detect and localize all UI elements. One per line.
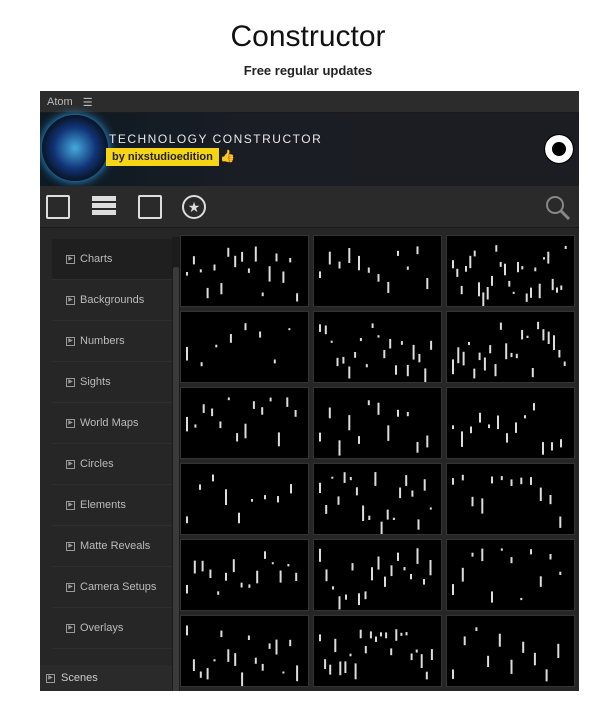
preset-thumbnail[interactable]	[313, 463, 442, 536]
preset-preview	[452, 474, 562, 528]
preset-preview	[319, 629, 433, 680]
sidebar-item-charts[interactable]: ▶ Charts	[52, 239, 172, 280]
preset-preview	[186, 474, 292, 524]
preset-preview	[452, 321, 566, 379]
preset-thumbnail[interactable]	[313, 539, 442, 611]
preset-grid	[180, 235, 575, 687]
atom-panel: Atom ☰ TECHNOLOGY CONSTRUCTOR by nixstud…	[40, 91, 579, 691]
sidebar-item-label: Matte Reveals	[80, 540, 151, 552]
preset-thumbnail[interactable]	[313, 387, 442, 459]
atom-logo-icon	[42, 115, 108, 181]
list-icon[interactable]	[92, 195, 116, 219]
preset-thumbnail[interactable]	[446, 235, 575, 308]
preset-thumbnail[interactable]	[446, 387, 575, 459]
preset-thumbnail[interactable]	[180, 235, 309, 307]
preset-thumbnail[interactable]	[180, 463, 309, 535]
sidebar-item-backgrounds[interactable]: ▶ Backgrounds	[52, 280, 172, 321]
sidebar-item-overlays[interactable]: ▶ Overlays	[52, 608, 172, 649]
preset-preview	[319, 400, 429, 456]
preset-thumbnail[interactable]	[313, 235, 442, 307]
play-square-icon: ▶	[66, 623, 75, 633]
preset-preview	[452, 403, 562, 455]
scenes-label: Scenes	[61, 672, 98, 684]
author-badge[interactable]: by nixstudioedition	[106, 148, 219, 166]
preset-preview	[319, 323, 433, 383]
play-square-icon: ▶	[66, 377, 75, 387]
preset-thumbnail[interactable]	[180, 387, 309, 459]
preset-thumbnail[interactable]	[180, 539, 309, 611]
preset-preview	[452, 627, 560, 682]
preset-thumbnail[interactable]	[446, 615, 575, 687]
preset-preview	[186, 397, 297, 447]
page-title: Constructor	[230, 20, 386, 53]
sidebar-item-matte-reveals[interactable]: ▶ Matte Reveals	[52, 526, 172, 567]
sidebar-item-elements[interactable]: ▶ Elements	[52, 485, 172, 526]
preset-thumbnail[interactable]	[313, 311, 442, 383]
preset-thumbnail[interactable]	[446, 311, 575, 383]
toolbar: ★	[40, 186, 579, 228]
content-area: ▶ Charts ▶ Backgrounds ▶ Numbers ▶ Sights ▶ World…	[40, 229, 579, 691]
preset-preview	[452, 245, 567, 308]
play-square-icon: ▶	[66, 418, 75, 428]
sidebar-item-label: Charts	[80, 253, 113, 265]
play-square-icon: ▶	[66, 254, 75, 264]
sidebar-item-label: World Maps	[80, 417, 139, 429]
preset-thumbnail[interactable]	[313, 615, 442, 687]
search-icon[interactable]	[545, 195, 571, 221]
category-sidebar: ▶ Charts ▶ Backgrounds ▶ Numbers ▶ Sights ▶ World…	[52, 239, 172, 649]
preset-preview	[452, 548, 562, 603]
sidebar-item-label: Sights	[80, 376, 111, 388]
sidebar-item-label: Backgrounds	[80, 294, 145, 306]
sidebar-item-sights[interactable]: ▶ Sights	[52, 362, 172, 403]
preset-preview	[186, 323, 291, 367]
sidebar-item-label: Numbers	[80, 335, 125, 347]
hamburger-icon[interactable]: ☰	[82, 97, 93, 109]
preset-preview	[319, 246, 429, 293]
preset-preview	[186, 551, 298, 595]
play-square-icon: ▶	[66, 500, 75, 510]
sidebar-item-label: Camera Setups	[80, 581, 157, 593]
sliders-icon[interactable]	[46, 195, 70, 219]
preset-thumbnail[interactable]	[446, 539, 575, 611]
banner-title: TECHNOLOGY CONSTRUCTOR	[109, 132, 323, 146]
banner: TECHNOLOGY CONSTRUCTOR by nixstudioediti…	[40, 113, 579, 186]
sidebar-item-circles[interactable]: ▶ Circles	[52, 444, 172, 485]
star-icon[interactable]: ★	[182, 195, 206, 219]
sidebar-item-numbers[interactable]: ▶ Numbers	[52, 321, 172, 362]
sidebar-item-world-maps[interactable]: ▶ World Maps	[52, 403, 172, 444]
play-square-icon: ▶	[66, 295, 75, 305]
preset-thumbnail[interactable]	[180, 311, 309, 383]
scenes-button[interactable]: ▶ Scenes	[40, 665, 172, 691]
sidebar-scrollbar[interactable]	[172, 237, 180, 691]
play-square-icon: ▶	[66, 459, 75, 469]
sidebar-item-label: Overlays	[80, 622, 124, 634]
play-square-icon: ▶	[66, 541, 75, 551]
scrollbar-thumb[interactable]	[173, 267, 179, 691]
preset-preview	[186, 246, 299, 302]
sidebar-item-label: Elements	[80, 499, 126, 511]
preset-preview	[319, 548, 432, 610]
film-file-icon[interactable]	[138, 195, 162, 219]
page-subtitle: Free regular updates	[243, 63, 373, 78]
preset-preview	[186, 625, 299, 687]
preset-thumbnail[interactable]	[446, 463, 575, 535]
top-bar: Atom ☰	[40, 91, 579, 113]
app-name: Atom	[47, 96, 73, 108]
sidebar-item-label: Circles	[80, 458, 114, 470]
play-square-icon: ▶	[46, 673, 55, 683]
preset-thumbnail[interactable]	[180, 615, 309, 687]
thumbs-up-icon[interactable]: 👍	[220, 149, 235, 163]
help-lifebuoy-icon[interactable]	[544, 134, 574, 164]
play-square-icon: ▶	[66, 582, 75, 592]
sidebar-item-camera-setups[interactable]: ▶ Camera Setups	[52, 567, 172, 608]
play-square-icon: ▶	[66, 336, 75, 346]
preset-preview	[319, 472, 432, 536]
